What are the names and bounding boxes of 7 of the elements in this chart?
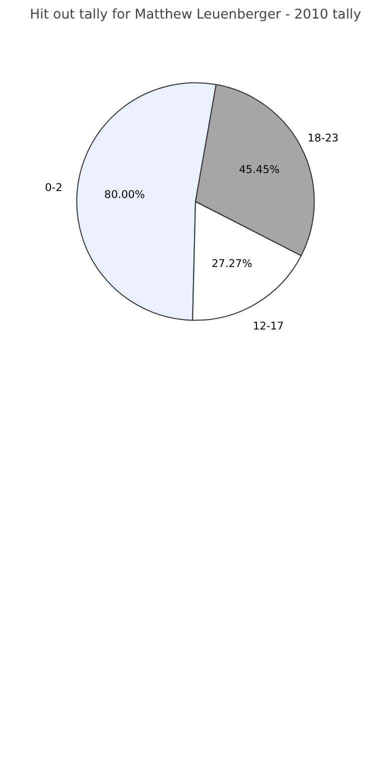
slice-label: 18-23 — [308, 131, 339, 144]
data-label: 80.00% — [104, 188, 145, 201]
chart-title: Hit out tally for Matthew Leuenberger - 2010 tally — [30, 8, 362, 22]
data-label: 27.27% — [212, 256, 252, 270]
slice-label: 0-2 — [45, 181, 62, 194]
slice-label: 12-17 — [252, 319, 284, 332]
data-label: 45.45% — [238, 162, 280, 176]
